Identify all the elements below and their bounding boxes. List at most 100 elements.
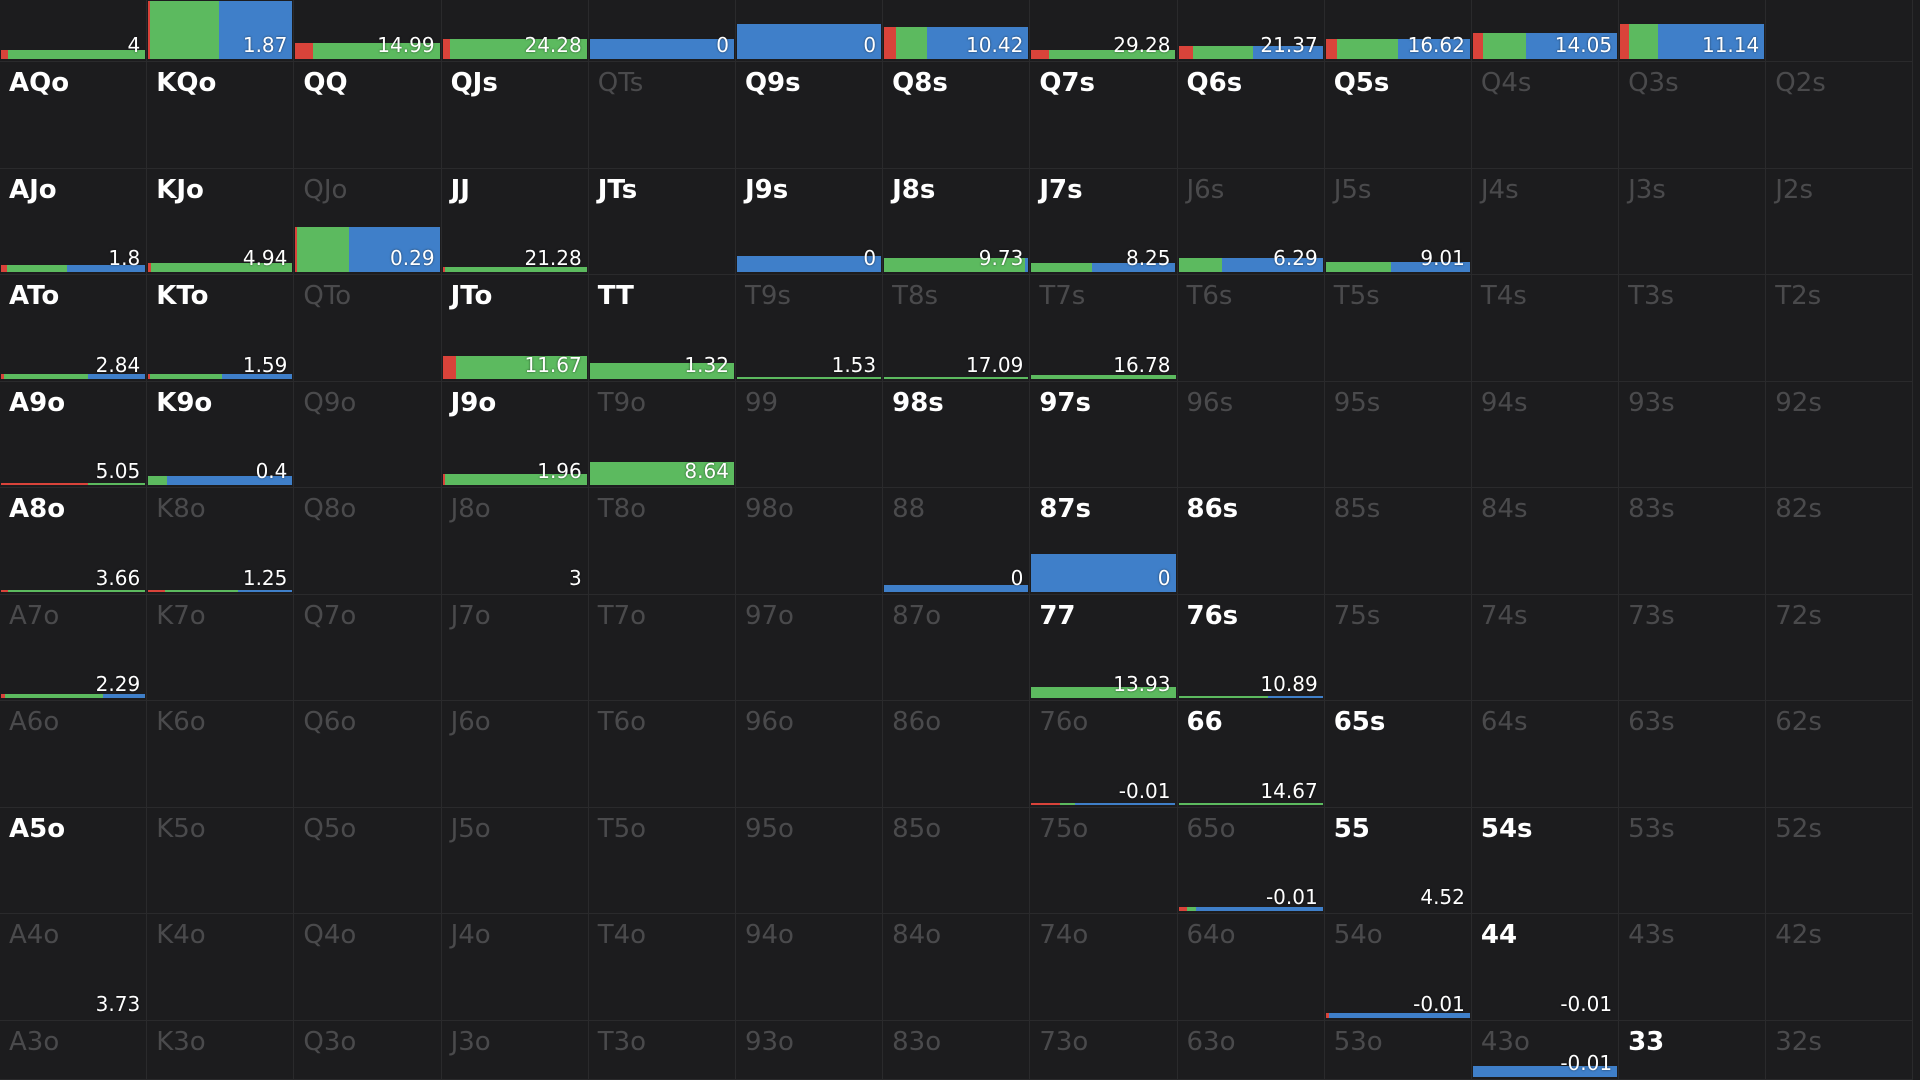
hand-cell-42s[interactable]: 42s: [1766, 914, 1914, 1021]
hand-cell-k4o[interactable]: K4o: [147, 914, 295, 1021]
hand-cell-j3o[interactable]: J3o: [441, 1020, 589, 1080]
hand-cell-k6o[interactable]: K6o: [147, 701, 295, 808]
hand-cell-j7s[interactable]: J7s 8.25: [1030, 168, 1178, 275]
hand-cell-q7o[interactable]: Q7o: [294, 594, 442, 701]
hand-cell-86s[interactable]: 86s: [1177, 488, 1325, 595]
hand-cell-j7o[interactable]: J7o: [441, 594, 589, 701]
hand-cell-93s[interactable]: 93s: [1619, 381, 1767, 488]
hand-cell-t9s[interactable]: T9s 1.53: [735, 275, 884, 382]
hand-cell-ato[interactable]: ATo 2.84: [0, 275, 148, 382]
hand-cell-a7s[interactable]: A7s29.28: [1030, 0, 1178, 62]
hand-cell-q9o[interactable]: Q9o: [294, 381, 442, 488]
hand-cell-ajs[interactable]: AJs24.28: [441, 0, 589, 62]
hand-cell-64o[interactable]: 64o: [1177, 914, 1325, 1021]
hand-cell-65s[interactable]: 65s: [1324, 701, 1472, 808]
hand-cell-t4o[interactable]: T4o: [588, 914, 736, 1021]
hand-cell-q5s[interactable]: Q5s: [1324, 62, 1472, 169]
hand-cell-92s[interactable]: 92s: [1766, 381, 1914, 488]
hand-cell-a6s[interactable]: A6s21.37: [1177, 0, 1325, 62]
hand-cell-q3o[interactable]: Q3o: [294, 1020, 442, 1080]
hand-cell-a3s[interactable]: A3s11.14: [1619, 0, 1767, 62]
hand-cell-j4o[interactable]: J4o: [441, 914, 589, 1021]
hand-cell-94o[interactable]: 94o: [735, 914, 884, 1021]
hand-cell-q2s[interactable]: Q2s: [1766, 62, 1914, 169]
hand-cell-k3o[interactable]: K3o: [147, 1020, 295, 1080]
hand-cell-q8o[interactable]: Q8o: [294, 488, 442, 595]
hand-cell-j6o[interactable]: J6o: [441, 701, 589, 808]
hand-cell-t4s[interactable]: T4s: [1471, 275, 1620, 382]
hand-cell-q5o[interactable]: Q5o: [294, 807, 442, 914]
hand-cell-65o[interactable]: 65o -0.01: [1177, 807, 1325, 914]
hand-cell-85s[interactable]: 85s: [1324, 488, 1472, 595]
hand-cell-j3s[interactable]: J3s: [1619, 168, 1767, 275]
hand-cell-j8o[interactable]: J8o 3: [441, 488, 589, 595]
hand-cell-87s[interactable]: 87s 0: [1030, 488, 1178, 595]
hand-cell-83o[interactable]: 83o: [883, 1020, 1031, 1080]
hand-cell-83s[interactable]: 83s: [1619, 488, 1767, 595]
hand-cell-j6s[interactable]: J6s 6.29: [1177, 168, 1325, 275]
hand-cell-93o[interactable]: 93o: [735, 1020, 884, 1080]
hand-cell-q3s[interactable]: Q3s: [1619, 62, 1767, 169]
hand-cell-53s[interactable]: 53s: [1619, 807, 1767, 914]
hand-cell-a6o[interactable]: A6o: [0, 701, 148, 808]
hand-cell-ajo[interactable]: AJo 1.8: [0, 168, 148, 275]
hand-cell-t6o[interactable]: T6o: [588, 701, 736, 808]
hand-cell-94s[interactable]: 94s: [1471, 381, 1620, 488]
hand-cell-54s[interactable]: 54s: [1471, 807, 1620, 914]
hand-cell-q6s[interactable]: Q6s: [1177, 62, 1325, 169]
hand-cell-53o[interactable]: 53o: [1324, 1020, 1472, 1080]
hand-cell-97o[interactable]: 97o: [735, 594, 884, 701]
hand-cell-54o[interactable]: 54o -0.01: [1324, 914, 1472, 1021]
hand-cell-aks[interactable]: AKs4: [0, 0, 148, 62]
hand-cell-q8s[interactable]: Q8s: [883, 62, 1031, 169]
hand-cell-95o[interactable]: 95o: [735, 807, 884, 914]
hand-cell-32s[interactable]: 32s: [1766, 1020, 1914, 1080]
hand-cell-qts[interactable]: QTs: [588, 62, 736, 169]
hand-cell-t3o[interactable]: T3o: [588, 1020, 736, 1080]
hand-cell-t9o[interactable]: T9o 8.64: [588, 381, 736, 488]
hand-cell-a5o[interactable]: A5o: [0, 807, 148, 914]
hand-cell-a5s[interactable]: A5s16.62: [1324, 0, 1472, 62]
hand-cell-76o[interactable]: 76o -0.01: [1030, 701, 1178, 808]
hand-cell-a3o[interactable]: A3o: [0, 1020, 148, 1080]
hand-cell-j9s[interactable]: J9s 0: [735, 168, 884, 275]
hand-cell-64s[interactable]: 64s: [1471, 701, 1620, 808]
hand-cell-75o[interactable]: 75o: [1030, 807, 1178, 914]
hand-cell-jto[interactable]: JTo 11.67: [441, 275, 589, 382]
hand-cell-t7o[interactable]: T7o: [588, 594, 736, 701]
hand-cell-74o[interactable]: 74o: [1030, 914, 1178, 1021]
hand-cell-33[interactable]: 33: [1619, 1020, 1767, 1080]
hand-cell-q6o[interactable]: Q6o: [294, 701, 442, 808]
hand-cell-t3s[interactable]: T3s: [1619, 275, 1767, 382]
hand-cell-qq[interactable]: QQ: [294, 62, 442, 169]
hand-cell-43s[interactable]: 43s: [1619, 914, 1767, 1021]
hand-cell-76s[interactable]: 76s 10.89: [1177, 594, 1325, 701]
hand-cell-75s[interactable]: 75s: [1324, 594, 1472, 701]
hand-cell-63s[interactable]: 63s: [1619, 701, 1767, 808]
hand-cell-jj[interactable]: JJ 21.28: [441, 168, 589, 275]
hand-cell-kk[interactable]: KK1.87: [147, 0, 295, 62]
hand-cell-66[interactable]: 66 14.67: [1177, 701, 1325, 808]
hand-cell-44[interactable]: 44 -0.01: [1471, 914, 1620, 1021]
hand-cell-t8o[interactable]: T8o: [588, 488, 736, 595]
hand-cell-k5o[interactable]: K5o: [147, 807, 295, 914]
hand-cell-a9o[interactable]: A9o 5.05: [0, 381, 148, 488]
hand-cell-43o[interactable]: 43o -0.01: [1471, 1020, 1620, 1080]
hand-cell-kqo[interactable]: KQo: [147, 62, 295, 169]
hand-cell-qjo[interactable]: QJo 0.29: [294, 168, 442, 275]
hand-cell-kjo[interactable]: KJo 4.94: [147, 168, 295, 275]
hand-cell-t2s[interactable]: T2s: [1766, 275, 1914, 382]
hand-cell-86o[interactable]: 86o: [883, 701, 1031, 808]
hand-cell-a9s[interactable]: A9s0: [735, 0, 884, 62]
hand-cell-82s[interactable]: 82s: [1766, 488, 1914, 595]
hand-cell-jts[interactable]: JTs: [588, 168, 736, 275]
hand-cell-q9s[interactable]: Q9s: [735, 62, 884, 169]
hand-cell-87o[interactable]: 87o: [883, 594, 1031, 701]
hand-cell-72s[interactable]: 72s: [1766, 594, 1914, 701]
hand-cell-tt[interactable]: TT 1.32: [588, 275, 736, 382]
hand-cell-j5s[interactable]: J5s 9.01: [1324, 168, 1472, 275]
hand-cell-qto[interactable]: QTo: [294, 275, 442, 382]
hand-cell-t6s[interactable]: T6s: [1177, 275, 1325, 382]
hand-cell-99[interactable]: 99: [735, 381, 884, 488]
hand-cell-96o[interactable]: 96o: [735, 701, 884, 808]
